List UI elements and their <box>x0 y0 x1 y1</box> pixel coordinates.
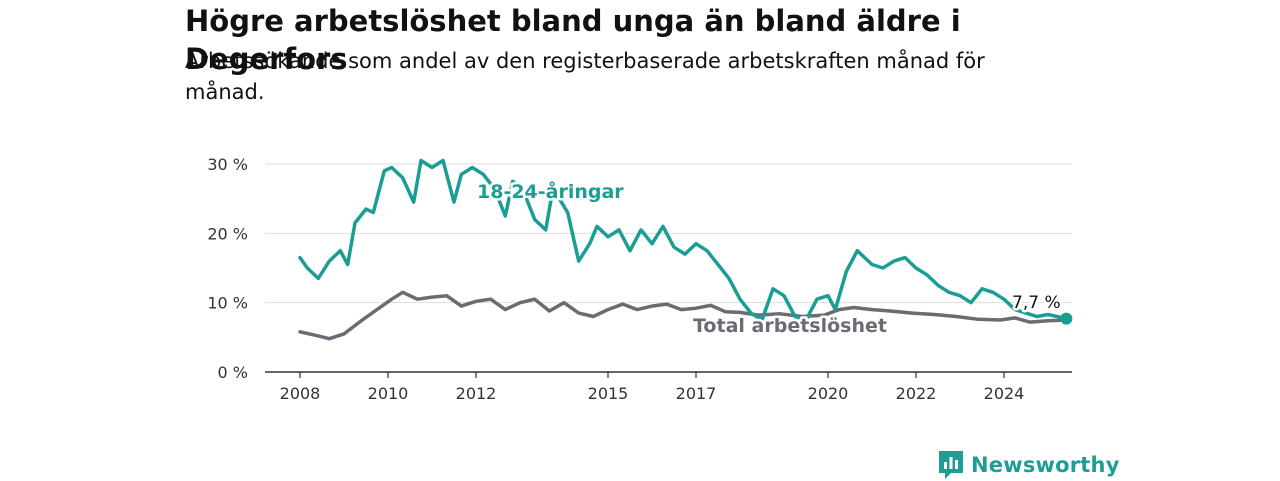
series-lines <box>298 158 1073 341</box>
brand-logo: Newsworthy <box>937 449 1120 481</box>
x-tick-label: 2022 <box>896 384 937 403</box>
x-tick-label: 2017 <box>676 384 717 403</box>
chart-title: Högre arbetslöshet bland unga än bland ä… <box>185 4 961 76</box>
x-tick-label: 2024 <box>984 384 1025 403</box>
y-axis-labels: 0 % 10 % 20 % 30 % <box>207 155 248 382</box>
series-line-youth <box>298 158 1069 322</box>
label-total: Total arbetslöshet <box>693 315 887 337</box>
y-tick-label: 20 % <box>207 224 248 243</box>
series-labels: 18-24-åringar Total arbetslöshet 7,7 % <box>475 177 1064 340</box>
x-tick-label: 2012 <box>456 384 497 403</box>
series-line-total <box>298 290 1069 341</box>
y-tick-label: 0 % <box>218 363 248 382</box>
y-tick-label: 10 % <box>207 294 248 313</box>
y-tick-label: 30 % <box>207 155 248 174</box>
x-tick-label: 2015 <box>588 384 629 403</box>
x-tick-label: 2020 <box>808 384 849 403</box>
x-tick-label: 2008 <box>280 384 321 403</box>
label-youth: 18-24-åringar <box>477 179 624 203</box>
brand-name: Newsworthy <box>971 453 1120 477</box>
last-value-label: 7,7 % <box>1012 293 1061 313</box>
last-value-dot <box>1060 312 1073 325</box>
newsworthy-logo-icon <box>939 451 963 479</box>
x-tick-label: 2010 <box>368 384 409 403</box>
chart-subtitle: Arbetssökande som andel av den registerb… <box>185 49 985 104</box>
x-axis: 2008 2010 2012 2015 2017 2020 2022 2024 <box>265 371 1072 403</box>
